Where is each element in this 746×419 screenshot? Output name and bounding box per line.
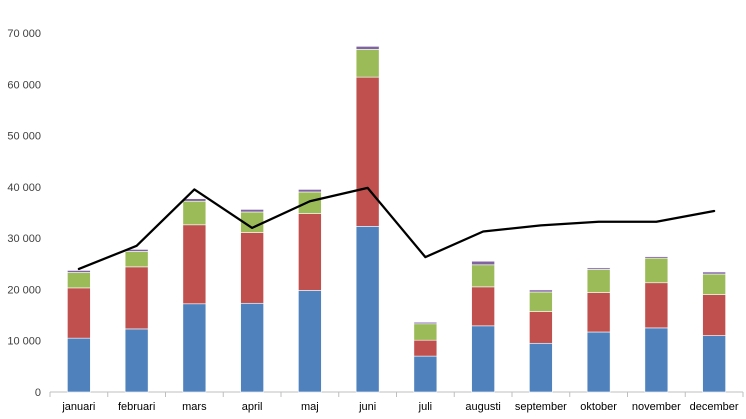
y-tick-label: 30 000 xyxy=(7,233,41,245)
bar-segment-3 xyxy=(182,200,207,226)
bar-segment-1 xyxy=(124,328,149,393)
x-tick-label: april xyxy=(242,401,263,413)
bar-segment-3 xyxy=(67,272,91,289)
bar-segment-4 xyxy=(586,267,611,270)
line-series xyxy=(77,186,716,271)
bar-segment-1 xyxy=(355,226,380,393)
bar-segment-2 xyxy=(586,292,611,333)
bar-segment-4 xyxy=(67,270,91,273)
bar-segment-3 xyxy=(355,49,380,78)
bar-segment-1 xyxy=(298,290,322,393)
bar-segment-4 xyxy=(413,321,438,325)
bar-segment-3 xyxy=(529,291,553,312)
bar-segment-2 xyxy=(67,287,91,339)
bar-segment-4 xyxy=(355,46,380,50)
bar-segment-4 xyxy=(298,189,322,193)
bar-segment-4 xyxy=(529,289,553,293)
bar-segment-3 xyxy=(586,269,611,293)
x-tick-label: september xyxy=(515,401,567,413)
x-tick-label: november xyxy=(632,401,681,413)
bar-segment-1 xyxy=(413,355,438,393)
bar-segment-3 xyxy=(413,323,438,341)
bar-segment-2 xyxy=(702,294,726,336)
bar-segment-1 xyxy=(644,327,669,393)
bar-segment-1 xyxy=(240,302,264,393)
bar-segment-1 xyxy=(67,337,91,393)
x-tick-label: mars xyxy=(182,401,207,413)
bar-segment-4 xyxy=(182,198,207,202)
y-tick-label: 70 000 xyxy=(7,28,41,40)
bar-segment-2 xyxy=(124,266,149,330)
x-tick-label: augusti xyxy=(465,401,500,413)
bar-segment-1 xyxy=(702,335,726,393)
bar-segment-4 xyxy=(240,209,264,213)
y-tick-label: 60 000 xyxy=(7,79,41,91)
bar-segment-3 xyxy=(471,264,495,288)
x-tick-label: december xyxy=(690,401,739,413)
bar-segment-3 xyxy=(702,273,726,295)
y-axis: 0 10 000 20 000 30 000 40 000 50 000 60 000 70 … xyxy=(7,28,41,399)
x-tick-label: juni xyxy=(358,401,376,413)
y-tick-label: 10 000 xyxy=(7,336,41,348)
bar-segment-2 xyxy=(240,232,264,304)
bar-segment-3 xyxy=(644,257,669,284)
y-tick-label: 40 000 xyxy=(7,182,41,194)
bar-segment-4 xyxy=(644,256,669,259)
bar-segment-1 xyxy=(529,342,553,393)
bar-segment-2 xyxy=(529,311,553,344)
bar-segment-2 xyxy=(413,339,438,357)
x-tick-label: juli xyxy=(418,401,432,413)
bar-segment-2 xyxy=(355,76,380,227)
x-tick-label: januari xyxy=(61,401,95,413)
bar-segment-1 xyxy=(586,331,611,393)
bar-segment-1 xyxy=(471,325,495,393)
bars xyxy=(67,46,726,393)
y-tick-label: 0 xyxy=(35,387,41,399)
bar-segment-1 xyxy=(182,303,207,393)
y-tick-label: 50 000 xyxy=(7,131,41,143)
bar-segment-3 xyxy=(298,191,322,214)
total-line xyxy=(77,186,716,271)
y-tick-label: 20 000 xyxy=(7,284,41,296)
bar-segment-2 xyxy=(298,213,322,291)
bar-segment-4 xyxy=(471,260,495,266)
bar-segment-3 xyxy=(124,251,149,268)
bar-segment-2 xyxy=(644,282,669,329)
bar-segment-4 xyxy=(702,271,726,275)
x-tick-label: oktober xyxy=(580,401,617,413)
bar-segment-2 xyxy=(182,224,207,305)
x-tick-label: maj xyxy=(301,401,319,413)
x-axis: januari februari mars april maj juni juli augus… xyxy=(49,391,744,413)
x-tick-label: februari xyxy=(118,401,155,413)
bar-segment-2 xyxy=(471,286,495,327)
